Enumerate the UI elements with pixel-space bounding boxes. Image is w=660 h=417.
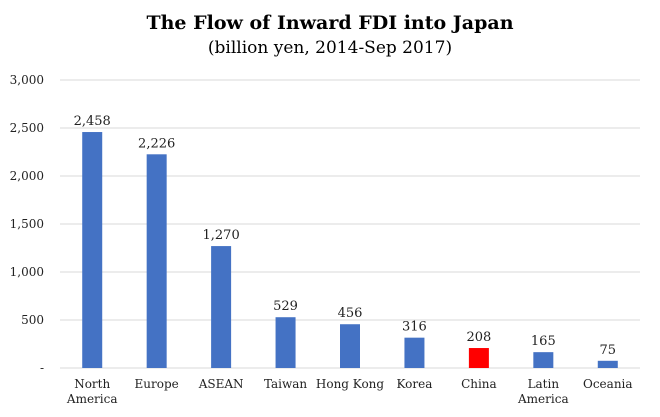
y-tick-label: - bbox=[40, 361, 44, 375]
y-tick-label: 1,000 bbox=[10, 265, 44, 279]
bar bbox=[468, 348, 489, 368]
category-label: Oceania bbox=[583, 377, 633, 391]
y-tick-label: 2,500 bbox=[10, 121, 44, 135]
data-label: 456 bbox=[338, 306, 363, 321]
data-label: 165 bbox=[531, 334, 556, 349]
bar bbox=[340, 324, 360, 368]
data-labels: 2,458 2,226 1,270 529 456 316 208 165 75 bbox=[74, 114, 616, 358]
y-axis-ticks: - 500 1,000 1,500 2,000 2,500 3,000 bbox=[10, 73, 44, 375]
y-tick-label: 2,000 bbox=[10, 169, 44, 183]
bar bbox=[275, 317, 296, 368]
data-label: 529 bbox=[273, 299, 298, 314]
data-label: 2,458 bbox=[74, 114, 111, 129]
bar bbox=[597, 360, 618, 368]
chart-title: The Flow of Inward FDI into Japan bbox=[146, 12, 514, 34]
x-axis-categories: North America Europe ASEAN Taiwan Hong Kong Ko… bbox=[66, 377, 633, 406]
category-label: China bbox=[461, 377, 497, 391]
category-label: Latin America bbox=[517, 377, 569, 406]
chart-subtitle: (billion yen, 2014-Sep 2017) bbox=[207, 38, 453, 58]
category-label: Taiwan bbox=[264, 377, 307, 391]
category-label: Europe bbox=[135, 377, 179, 391]
bar bbox=[404, 337, 425, 368]
category-label: Korea bbox=[397, 377, 433, 391]
data-label: 1,270 bbox=[203, 228, 240, 243]
category-label: North America bbox=[66, 377, 118, 406]
bar bbox=[82, 132, 103, 368]
data-label: 208 bbox=[466, 330, 491, 345]
data-label: 316 bbox=[402, 320, 427, 335]
category-label: ASEAN bbox=[198, 377, 244, 391]
y-tick-label: 500 bbox=[21, 313, 44, 327]
bar bbox=[211, 246, 232, 368]
category-label: Hong Kong bbox=[316, 377, 385, 391]
bars bbox=[82, 132, 618, 368]
y-tick-label: 3,000 bbox=[10, 73, 44, 87]
data-label: 75 bbox=[600, 343, 617, 358]
y-tick-label: 1,500 bbox=[10, 217, 44, 231]
bar bbox=[533, 352, 554, 368]
data-label: 2,226 bbox=[138, 136, 175, 151]
bar bbox=[146, 154, 167, 368]
